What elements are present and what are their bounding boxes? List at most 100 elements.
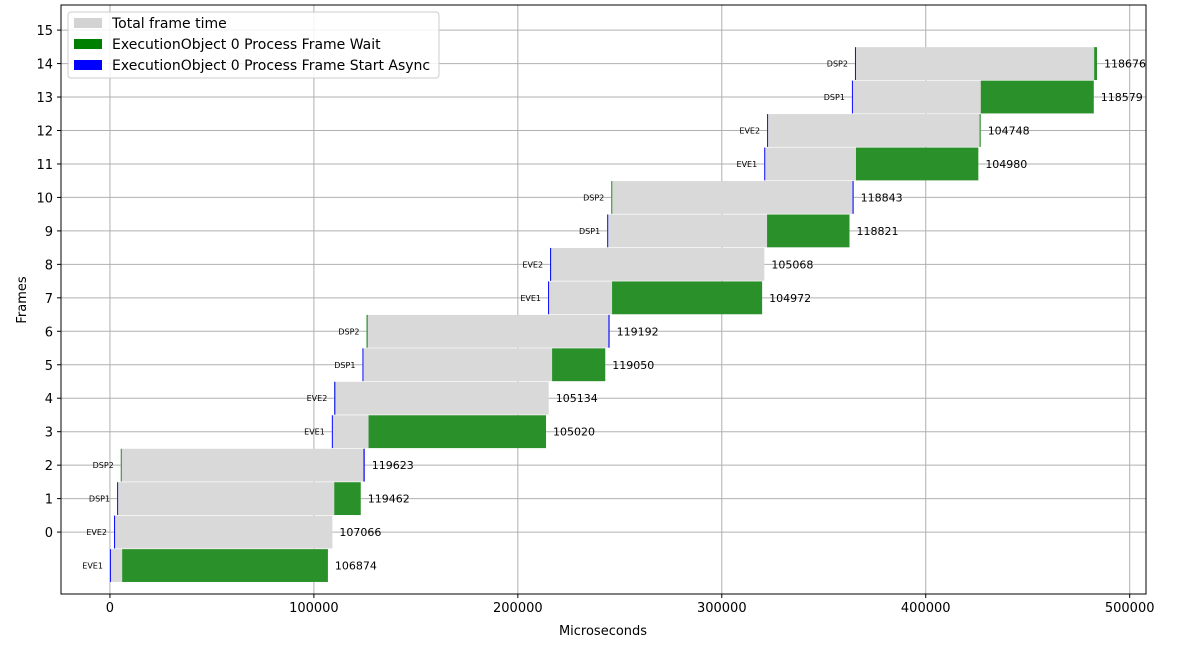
device-label: DSP2 — [93, 461, 114, 470]
y-tick-label: 13 — [36, 91, 53, 106]
x-tick-label: 0 — [106, 601, 114, 616]
device-label: EVE2 — [86, 528, 107, 537]
x-axis-label: Microseconds — [559, 624, 647, 639]
process-wait-bar — [611, 181, 613, 214]
duration-label: 118821 — [857, 225, 899, 238]
legend-swatch — [74, 39, 102, 49]
duration-label: 105020 — [553, 426, 595, 439]
legend-swatch — [74, 60, 102, 70]
start-async-bar — [331, 415, 333, 449]
device-label: EVE1 — [304, 428, 325, 437]
y-tick-label: 4 — [45, 392, 53, 407]
y-tick-label: 3 — [45, 426, 53, 441]
x-tick-label: 200000 — [493, 601, 543, 616]
duration-label: 105134 — [556, 392, 598, 405]
device-label: EVE2 — [739, 126, 760, 135]
process-wait-bar — [979, 114, 981, 147]
plot-frame — [60, 4, 1147, 595]
y-tick-label: 14 — [36, 58, 53, 73]
device-label: EVE1 — [520, 294, 541, 303]
duration-label: 119623 — [372, 459, 414, 472]
bars — [109, 47, 1098, 582]
total-frame-bar — [334, 381, 549, 415]
duration-label: 104748 — [988, 124, 1030, 137]
process-wait-bar — [1094, 47, 1098, 80]
y-tick-label: 0 — [45, 526, 53, 541]
bar-labels: EVE1 106874 EVE2 107066 DSP1 119462 DSP2 119623… — [82, 58, 1146, 573]
device-label: EVE2 — [307, 394, 328, 403]
x-tick-label: 400000 — [901, 601, 951, 616]
start-async-bar — [114, 515, 116, 549]
total-frame-bar — [366, 314, 610, 348]
y-tick-label: 15 — [36, 24, 53, 39]
duration-label: 119050 — [612, 359, 654, 372]
process-wait-bar — [855, 147, 979, 181]
start-async-bar — [109, 549, 111, 582]
device-label: DSP1 — [579, 227, 600, 236]
start-async-bar — [607, 214, 609, 248]
process-wait-bar — [120, 448, 122, 482]
duration-label: 118579 — [1101, 91, 1143, 104]
process-wait-bar — [366, 314, 368, 348]
y-tick-label: 2 — [45, 459, 53, 474]
total-frame-bar — [117, 482, 361, 516]
legend-swatch — [74, 18, 102, 28]
process-wait-bar — [552, 348, 606, 382]
y-tick-label: 5 — [45, 359, 53, 374]
y-tick-label: 8 — [45, 258, 53, 273]
duration-label: 118676 — [1104, 58, 1146, 71]
legend-entry: Total frame time — [111, 16, 227, 32]
y-tick-label: 10 — [36, 191, 53, 206]
duration-label: 119192 — [617, 325, 659, 338]
device-label: DSP1 — [334, 361, 355, 370]
legend-entry: ExecutionObject 0 Process Frame Start As… — [112, 58, 430, 74]
process-wait-bar — [980, 80, 1094, 114]
start-async-bar — [852, 181, 854, 214]
start-async-bar — [548, 281, 550, 315]
duration-label: 106874 — [335, 560, 377, 573]
process-wait-bar — [334, 482, 361, 516]
duration-label: 105068 — [771, 258, 813, 271]
process-wait-bar — [368, 415, 547, 449]
axis-ticks: 0 100000 200000 300000 400000 500000012345678… — [36, 24, 1154, 616]
y-tick-label: 11 — [36, 158, 53, 173]
total-frame-bar — [611, 181, 854, 214]
device-label: DSP1 — [89, 495, 110, 504]
legend: Total frame time ExecutionObject 0 Proces… — [67, 11, 440, 79]
total-frame-bar — [120, 448, 365, 482]
device-label: EVE2 — [522, 260, 543, 269]
start-async-bar — [117, 482, 119, 516]
x-tick-label: 100000 — [289, 601, 339, 616]
start-async-bar — [362, 348, 364, 382]
device-label: DSP2 — [827, 60, 848, 69]
duration-label: 107066 — [339, 526, 381, 539]
device-label: EVE1 — [737, 160, 758, 169]
y-tick-label: 7 — [45, 292, 53, 307]
start-async-bar — [767, 114, 769, 147]
total-frame-bar — [767, 114, 981, 147]
start-async-bar — [550, 247, 552, 281]
process-wait-bar — [122, 549, 328, 582]
total-frame-bar — [114, 515, 333, 549]
y-tick-label: 9 — [45, 225, 53, 240]
process-wait-bar — [767, 214, 850, 248]
x-tick-label: 300000 — [697, 601, 747, 616]
duration-label: 104972 — [769, 292, 811, 305]
device-label: EVE1 — [82, 562, 103, 571]
start-async-bar — [608, 314, 610, 348]
process-wait-bar — [612, 281, 763, 315]
legend-entry: ExecutionObject 0 Process Frame Wait — [112, 37, 381, 53]
start-async-bar — [851, 80, 853, 114]
total-frame-bar — [854, 47, 1098, 80]
device-label: DSP2 — [338, 327, 359, 336]
y-tick-label: 6 — [45, 325, 53, 340]
start-async-bar — [334, 381, 336, 415]
duration-label: 119462 — [368, 493, 410, 506]
duration-label: 104980 — [985, 158, 1027, 171]
legend-box — [67, 11, 440, 79]
start-async-bar — [854, 47, 856, 80]
start-async-bar — [764, 147, 766, 181]
start-async-bar — [363, 448, 365, 482]
y-tick-label: 1 — [45, 493, 53, 508]
